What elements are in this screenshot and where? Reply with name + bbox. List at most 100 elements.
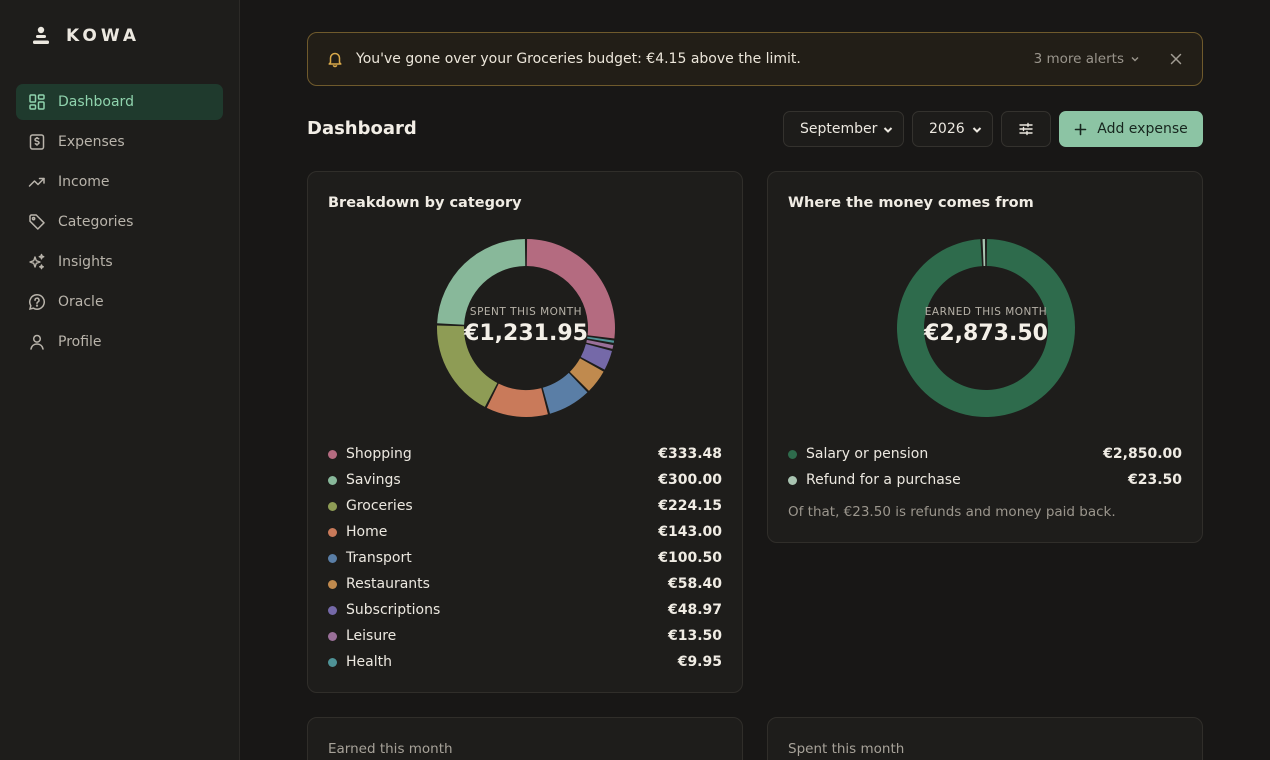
- chevron-down-icon: [1131, 57, 1139, 62]
- legend-dot: [328, 605, 337, 615]
- legend-label: Restaurants: [346, 576, 430, 592]
- legend-dot: [788, 475, 797, 485]
- dollar-receipt-icon: [29, 134, 45, 150]
- income-legend: Salary or pension €2,850.00 Refund for a p…: [788, 441, 1182, 493]
- sliders-icon: [1019, 122, 1033, 136]
- donut-slice-restaurants[interactable]: [569, 358, 604, 391]
- year-select-value: 2026: [929, 121, 965, 137]
- income-title: Where the money comes from: [788, 195, 1034, 211]
- donut-slice-refund-for-a-purchase[interactable]: [982, 239, 986, 267]
- sidebar-item-income[interactable]: Income: [16, 164, 223, 200]
- legend-row: Refund for a purchase €23.50: [788, 467, 1182, 493]
- earned-total: €2,873.50: [924, 321, 1048, 346]
- donut-slice-savings[interactable]: [437, 239, 526, 325]
- legend-amount: €23.50: [1127, 472, 1182, 488]
- month-select[interactable]: September: [783, 111, 904, 147]
- chevron-down-icon: [883, 127, 893, 133]
- sidebar-item-label: Dashboard: [58, 94, 134, 110]
- legend-row: Health €9.95: [328, 649, 722, 675]
- legend-amount: €143.00: [658, 524, 722, 540]
- breakdown-title: Breakdown by category: [328, 195, 522, 211]
- spent-total: €1,231.95: [464, 321, 588, 346]
- sidebar-item-categories[interactable]: Categories: [16, 204, 223, 240]
- earned-summary-card: Earned this month: [307, 717, 743, 760]
- sidebar-item-label: Insights: [58, 254, 113, 270]
- sidebar-item-label: Categories: [58, 214, 134, 230]
- add-expense-label: Add expense: [1097, 121, 1188, 137]
- legend-dot: [328, 449, 337, 459]
- sidebar-item-expenses[interactable]: Expenses: [16, 124, 223, 160]
- close-icon[interactable]: [1168, 51, 1184, 67]
- legend-amount: €9.95: [677, 654, 722, 670]
- legend-dot: [328, 579, 337, 589]
- budget-alert-banner: You've gone over your Groceries budget: …: [307, 32, 1203, 86]
- legend-dot: [328, 553, 337, 563]
- sidebar-nav: Dashboard Expenses Income Categories: [16, 84, 223, 364]
- legend-dot: [328, 501, 337, 511]
- sidebar-item-insights[interactable]: Insights: [16, 244, 223, 280]
- legend-label: Transport: [346, 550, 412, 566]
- brand[interactable]: KOWA: [32, 26, 140, 46]
- refund-note: Of that, €23.50 is refunds and money pai…: [788, 504, 1116, 520]
- tag-icon: [29, 214, 45, 230]
- sidebar-item-label: Profile: [58, 334, 102, 350]
- donut-slice-leisure[interactable]: [586, 339, 614, 349]
- spent-center-label: SPENT THIS MONTH: [469, 306, 583, 318]
- brand-name: KOWA: [66, 26, 141, 46]
- legend-label: Home: [346, 524, 388, 540]
- user-icon: [30, 334, 44, 350]
- legend-amount: €224.15: [658, 498, 722, 514]
- legend-dot: [328, 657, 337, 667]
- plus-icon: [1074, 123, 1087, 135]
- sidebar-item-profile[interactable]: Profile: [16, 324, 223, 360]
- legend-label: Groceries: [346, 498, 413, 514]
- donut-slice-salary-or-pension[interactable]: [897, 239, 1075, 417]
- legend-amount: €48.97: [667, 602, 722, 618]
- breakdown-legend: Shopping €333.48 Savings €300.00 Groceries €2…: [328, 441, 722, 675]
- grid-icon: [29, 94, 45, 110]
- sidebar: KOWA Dashboard Expenses Income: [0, 0, 240, 760]
- income-card: Where the money comes from EARNED THIS M…: [767, 171, 1203, 543]
- help-bubble-icon: [28, 294, 45, 311]
- sidebar-item-dashboard[interactable]: Dashboard: [16, 84, 223, 120]
- legend-row: Restaurants €58.40: [328, 571, 722, 597]
- legend-row: Subscriptions €48.97: [328, 597, 722, 623]
- more-alerts-label: 3 more alerts: [1033, 51, 1124, 67]
- donut-slice-home[interactable]: [486, 383, 548, 417]
- legend-label: Refund for a purchase: [806, 472, 961, 488]
- legend-label: Health: [346, 654, 392, 670]
- more-alerts-toggle[interactable]: 3 more alerts: [1034, 51, 1140, 67]
- legend-label: Shopping: [346, 446, 412, 462]
- trend-up-icon: [28, 177, 45, 187]
- sidebar-item-oracle[interactable]: Oracle: [16, 284, 223, 320]
- donut-slice-health[interactable]: [587, 336, 615, 343]
- legend-dot: [788, 449, 797, 459]
- legend-row: Home €143.00: [328, 519, 722, 545]
- legend-row: Leisure €13.50: [328, 623, 722, 649]
- donut-slice-transport[interactable]: [542, 372, 588, 414]
- chevron-down-icon: [972, 127, 982, 133]
- legend-amount: €333.48: [658, 446, 722, 462]
- donut-slice-shopping[interactable]: [526, 239, 615, 339]
- legend-amount: €300.00: [658, 472, 722, 488]
- earned-summary-label: Earned this month: [328, 741, 453, 757]
- donut-slice-groceries[interactable]: [437, 325, 498, 407]
- sidebar-item-label: Oracle: [58, 294, 104, 310]
- legend-label: Leisure: [346, 628, 397, 644]
- legend-label: Savings: [346, 472, 401, 488]
- donut-slice-subscriptions[interactable]: [580, 344, 612, 370]
- legend-dot: [328, 475, 337, 485]
- legend-row: Shopping €333.48: [328, 441, 722, 467]
- legend-label: Subscriptions: [346, 602, 441, 618]
- person-stack-icon: [33, 26, 49, 44]
- sidebar-item-label: Expenses: [58, 134, 125, 150]
- legend-row: Salary or pension €2,850.00: [788, 441, 1182, 467]
- bell-icon: [328, 52, 342, 68]
- add-expense-button[interactable]: Add expense: [1059, 111, 1203, 147]
- legend-amount: €100.50: [658, 550, 722, 566]
- legend-label: Salary or pension: [806, 446, 929, 462]
- earned-center-label: EARNED THIS MONTH: [924, 306, 1048, 318]
- page-title: Dashboard: [307, 118, 417, 139]
- filter-settings-button[interactable]: [1001, 111, 1051, 147]
- year-select[interactable]: 2026: [912, 111, 993, 147]
